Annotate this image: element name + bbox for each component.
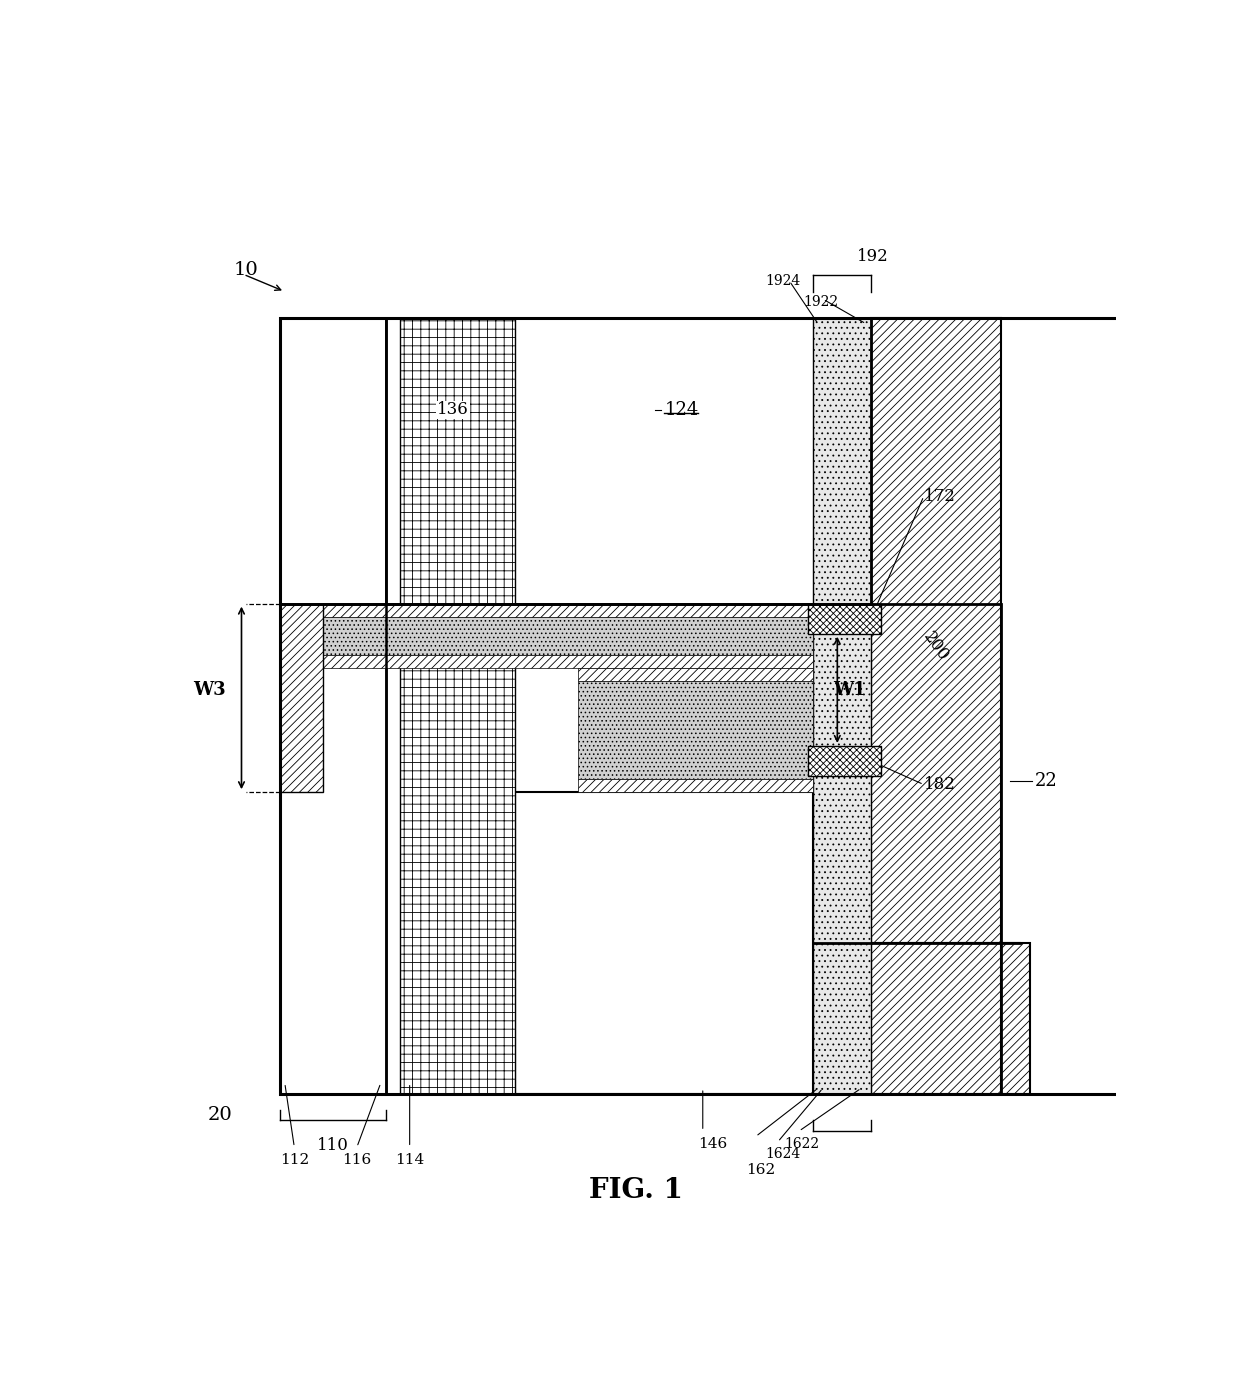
Text: W2: W2 (703, 684, 735, 700)
Bar (280, 604, 1001, 1093)
Text: 146: 146 (698, 1137, 727, 1151)
Bar (280, 319, 1131, 1093)
Bar (578, 779, 813, 793)
Bar (280, 604, 324, 793)
Text: W3: W3 (193, 681, 226, 699)
Text: 200: 200 (919, 629, 951, 664)
Bar (870, 942, 1021, 1093)
Bar (280, 319, 870, 604)
Text: 172: 172 (924, 488, 956, 505)
Text: 1922: 1922 (804, 295, 838, 309)
Bar (1001, 942, 1029, 1093)
Bar (386, 319, 870, 604)
Text: 162: 162 (746, 1163, 775, 1177)
Text: 20: 20 (208, 1106, 233, 1124)
Text: 112: 112 (280, 1153, 309, 1167)
Bar (324, 604, 813, 617)
Text: 1624: 1624 (765, 1148, 801, 1162)
Text: 182: 182 (924, 776, 956, 793)
Text: 192: 192 (857, 247, 888, 264)
Bar (280, 319, 386, 1093)
Text: 22: 22 (1034, 772, 1056, 790)
Bar (813, 319, 870, 1093)
Bar (578, 668, 813, 681)
Bar (808, 604, 880, 633)
Bar (324, 656, 813, 668)
Text: 1924: 1924 (765, 274, 801, 288)
Text: 136: 136 (436, 401, 469, 418)
Text: 116: 116 (342, 1153, 372, 1167)
Text: FIG. 1: FIG. 1 (589, 1177, 682, 1204)
Bar (808, 745, 880, 776)
Bar (578, 681, 813, 779)
Bar (324, 617, 813, 656)
Text: W1: W1 (833, 681, 866, 699)
Bar (401, 319, 516, 1093)
Text: 124: 124 (665, 401, 698, 419)
Text: 10: 10 (234, 261, 259, 280)
Text: 110: 110 (317, 1137, 348, 1153)
Bar (870, 319, 1001, 942)
Bar (516, 793, 813, 1093)
Bar (516, 793, 813, 1093)
Text: 1622: 1622 (785, 1137, 820, 1151)
Text: 114: 114 (396, 1153, 424, 1167)
